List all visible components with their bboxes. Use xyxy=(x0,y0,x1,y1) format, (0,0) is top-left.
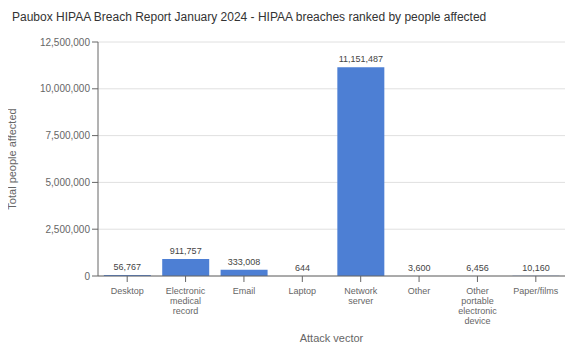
svg-text:Otherportableelectronicdevice: Otherportableelectronicdevice xyxy=(458,286,497,326)
html-text:Paubox HIPAA Breach Report Jan: Paubox HIPAA Breach Report January 2024 … xyxy=(12,10,487,24)
svg-text:Networkserver: Networkserver xyxy=(344,286,378,306)
svg-text:Desktop: Desktop xyxy=(111,286,144,296)
svg-text:0: 0 xyxy=(84,271,90,282)
svg-text:56,767: 56,767 xyxy=(114,262,142,272)
svg-text:11,151,487: 11,151,487 xyxy=(339,54,383,64)
svg-text:Attack vector: Attack vector xyxy=(300,332,364,344)
svg-text:333,008: 333,008 xyxy=(228,257,261,267)
svg-text:Electronicmedicalrecord: Electronicmedicalrecord xyxy=(166,286,206,316)
svg-text:7,500,000: 7,500,000 xyxy=(46,130,91,141)
svg-text:10,160: 10,160 xyxy=(522,263,550,273)
svg-text:2,500,000: 2,500,000 xyxy=(46,224,91,235)
svg-text:Email: Email xyxy=(233,286,256,296)
svg-text:Laptop: Laptop xyxy=(289,286,317,296)
svg-text:12,500,000: 12,500,000 xyxy=(40,37,90,48)
svg-text:5,000,000: 5,000,000 xyxy=(46,177,91,188)
svg-text:911,757: 911,757 xyxy=(170,246,202,256)
svg-text:Paper/films: Paper/films xyxy=(513,286,559,296)
svg-text:644: 644 xyxy=(295,263,310,273)
svg-text:6,456: 6,456 xyxy=(466,263,489,273)
svg-text:Other: Other xyxy=(408,286,431,296)
svg-text:Total people affected: Total people affected xyxy=(8,108,18,209)
svg-text:10,000,000: 10,000,000 xyxy=(40,83,90,94)
svg-text:3,600: 3,600 xyxy=(408,263,431,273)
